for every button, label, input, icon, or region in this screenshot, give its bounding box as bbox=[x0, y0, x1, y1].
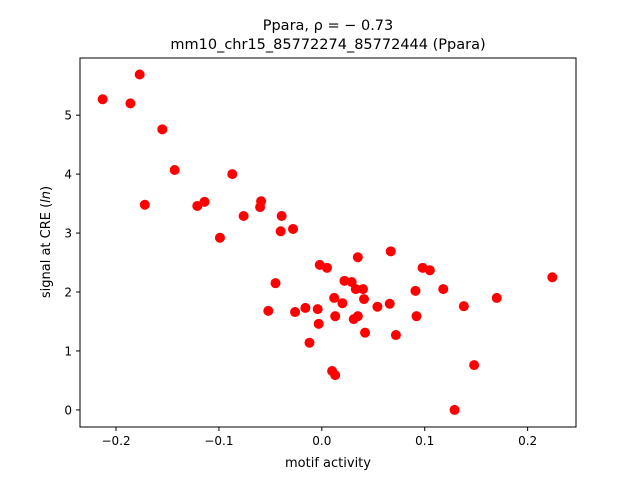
data-point bbox=[125, 98, 136, 109]
x-tick-label: 0.1 bbox=[415, 434, 434, 448]
y-tick-label: 0 bbox=[64, 403, 72, 417]
data-point bbox=[276, 210, 287, 221]
data-point bbox=[390, 330, 401, 341]
data-point bbox=[352, 311, 363, 322]
data-point bbox=[372, 301, 383, 312]
data-point bbox=[238, 210, 249, 221]
data-point bbox=[275, 226, 286, 237]
data-point bbox=[410, 285, 421, 296]
data-point bbox=[255, 202, 266, 213]
data-point bbox=[157, 124, 168, 135]
data-point bbox=[329, 292, 340, 303]
y-tick-label: 2 bbox=[64, 286, 72, 300]
data-point bbox=[359, 294, 370, 305]
data-point bbox=[97, 94, 108, 105]
data-point bbox=[313, 318, 324, 329]
y-axis-label-suffix: ) bbox=[39, 186, 54, 191]
x-axis-label: motif activity bbox=[285, 456, 371, 471]
data-point bbox=[330, 311, 341, 322]
points-layer bbox=[97, 69, 558, 415]
x-tick-label: −0.2 bbox=[101, 434, 130, 448]
data-point bbox=[411, 311, 422, 322]
y-tick-label: 4 bbox=[64, 168, 72, 182]
chart-title-line1: Ppara, ρ = − 0.73 bbox=[263, 18, 394, 34]
data-point bbox=[385, 246, 396, 257]
data-point bbox=[169, 164, 180, 175]
data-point bbox=[360, 327, 371, 338]
data-point bbox=[139, 199, 150, 210]
data-point bbox=[304, 337, 315, 348]
y-tick-label: 5 bbox=[64, 109, 72, 123]
y-tick-label: 1 bbox=[64, 344, 72, 358]
plot-frame bbox=[79, 57, 577, 428]
data-point bbox=[547, 272, 558, 283]
data-point bbox=[214, 232, 225, 243]
data-point bbox=[134, 69, 145, 80]
x-axis: −0.2 −0.1 0.0 0.1 0.2 bbox=[101, 427, 537, 448]
data-point bbox=[288, 223, 299, 234]
data-point bbox=[424, 265, 435, 276]
chart-title-line2: mm10_chr15_85772274_85772444 (Ppara) bbox=[170, 37, 485, 53]
data-point bbox=[300, 302, 311, 313]
data-point bbox=[321, 262, 332, 273]
data-point bbox=[438, 284, 449, 295]
data-point bbox=[357, 284, 368, 295]
y-axis-label: signal at CRE (ln) bbox=[39, 186, 54, 298]
x-tick-label: 0.0 bbox=[312, 434, 331, 448]
data-point bbox=[330, 370, 341, 381]
data-point bbox=[458, 301, 469, 312]
x-tick-label: 0.2 bbox=[518, 434, 537, 448]
data-point bbox=[384, 298, 395, 309]
data-point bbox=[263, 305, 274, 316]
data-point bbox=[199, 196, 210, 207]
data-point bbox=[491, 292, 502, 303]
data-point bbox=[352, 252, 363, 263]
y-axis: 0 1 2 3 4 5 bbox=[64, 109, 80, 417]
y-tick-label: 3 bbox=[64, 227, 72, 241]
data-point bbox=[350, 284, 361, 295]
data-point bbox=[469, 360, 480, 371]
data-point bbox=[312, 304, 323, 315]
data-point bbox=[270, 278, 281, 289]
x-tick-label: −0.1 bbox=[204, 434, 233, 448]
data-point bbox=[227, 169, 238, 180]
data-point bbox=[290, 307, 301, 318]
y-axis-label-prefix: signal at CRE ( bbox=[39, 203, 54, 298]
data-point bbox=[337, 298, 348, 309]
y-axis-label-italic: ln bbox=[39, 191, 54, 203]
data-point bbox=[449, 404, 460, 415]
